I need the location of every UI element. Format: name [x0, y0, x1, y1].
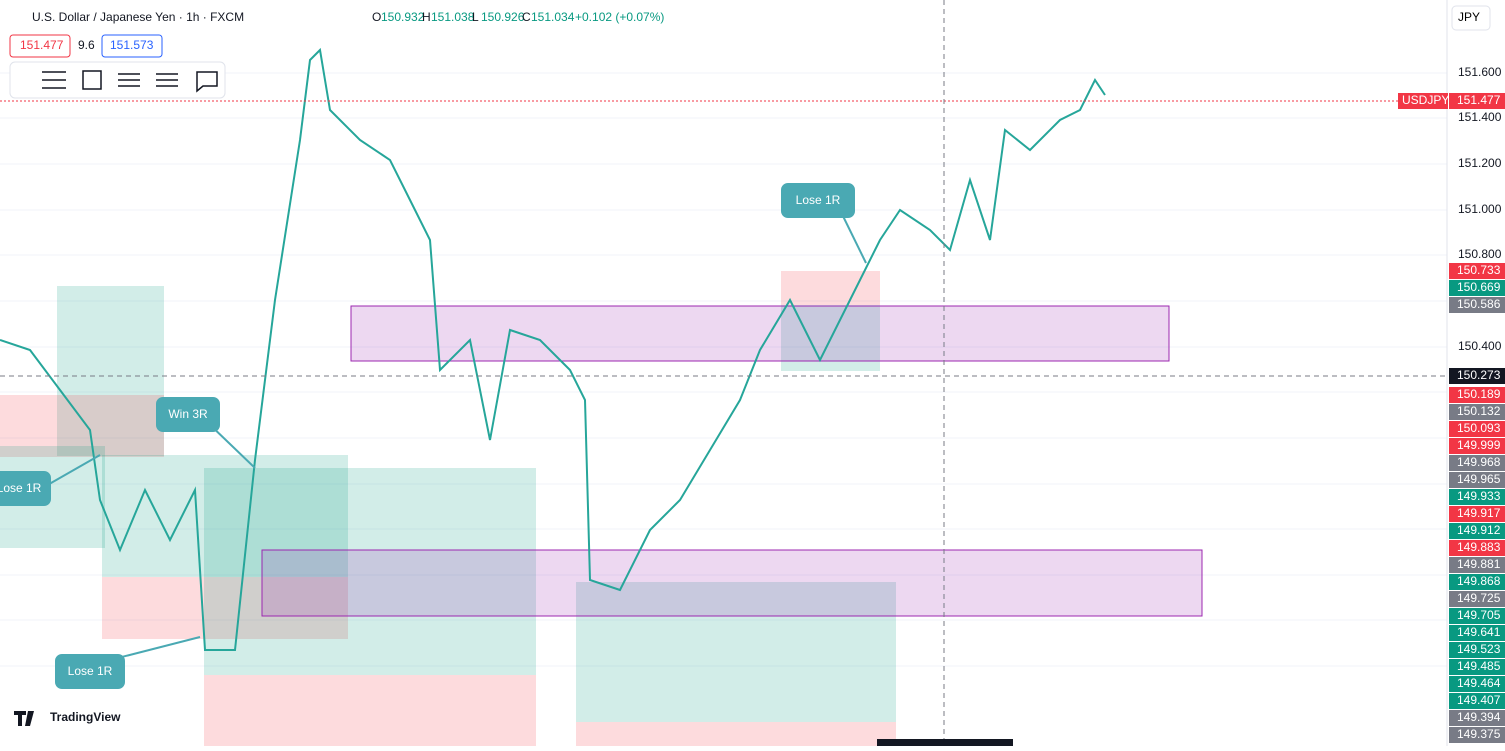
- change: +0.102 (+0.07%): [575, 10, 664, 24]
- callout-text: Win 3R: [168, 407, 208, 421]
- price-tag: 150.669: [1457, 280, 1501, 294]
- price-tag: 150.189: [1457, 387, 1501, 401]
- price-tag: 149.881: [1457, 557, 1501, 571]
- price-tag-bg: [1449, 368, 1505, 384]
- ohlc-value: 150.926: [481, 10, 525, 24]
- price-tag-bg: [1449, 557, 1505, 573]
- price-tag-bg: [1449, 676, 1505, 692]
- price-tag: 149.725: [1457, 591, 1501, 605]
- toolbar-icons: [42, 70, 218, 93]
- logo-mark: [14, 711, 34, 726]
- price-tag: 150.586: [1457, 297, 1501, 311]
- price-tag-bg: [1449, 506, 1505, 522]
- buy-button[interactable]: [101, 34, 163, 58]
- price-tag-bg: [1449, 297, 1505, 313]
- price-tag: 149.933: [1457, 489, 1501, 503]
- price-tick: 150.400: [1458, 339, 1502, 353]
- price-tag-bg: [1449, 625, 1505, 641]
- price-tag-bg: [1449, 387, 1505, 403]
- price-tag-bg: [1449, 540, 1505, 556]
- price-tag-bg: [1449, 659, 1505, 675]
- price-tag-bg: [1449, 574, 1505, 590]
- spread: 9.6: [78, 38, 95, 52]
- price-tag-bg: [1449, 608, 1505, 624]
- callout-text: Lose 1R: [0, 481, 42, 495]
- symbol-tag: USDJPY: [1402, 93, 1449, 107]
- price-tick: 151.200: [1458, 156, 1502, 170]
- scrollbar[interactable]: [877, 739, 1013, 746]
- ohlc-value: 151.034: [531, 10, 575, 24]
- price-tag: 149.523: [1457, 642, 1501, 656]
- price-tag: 149.705: [1457, 608, 1501, 622]
- callout-texts: Win 3R Lose 1R Lose 1R Lose 1R: [0, 193, 841, 678]
- callouts: [0, 183, 867, 689]
- price-tag: 150.733: [1457, 263, 1501, 277]
- price-tag: 151.477: [1457, 93, 1501, 107]
- callout-text: Lose 1R: [796, 193, 841, 207]
- currency-button[interactable]: [1451, 5, 1491, 31]
- price-tag-bg: [1449, 263, 1505, 279]
- drawing-toolbar: [9, 61, 226, 99]
- price-tick: 150.800: [1458, 247, 1502, 261]
- price-axis: 151.600 151.400 151.200 151.000 150.800 150.4…: [1398, 65, 1505, 743]
- price-tag: 149.965: [1457, 472, 1501, 486]
- price-tag: 149.485: [1457, 659, 1501, 673]
- price-tick: 151.400: [1458, 110, 1502, 124]
- logo: TradingView: [50, 710, 121, 724]
- price-tag: 149.641: [1457, 625, 1501, 639]
- price-tag-bg: [1449, 693, 1505, 709]
- callout-text: Lose 1R: [68, 664, 113, 678]
- price-tag: 150.132: [1457, 404, 1501, 418]
- price-tag: 149.883: [1457, 540, 1501, 554]
- price-tag: 150.273: [1457, 368, 1501, 382]
- price-tag-bg: [1449, 472, 1505, 488]
- position-zones: [0, 271, 1203, 746]
- symbol-tag-bg: [1398, 93, 1448, 109]
- price-tag-bg: [1449, 591, 1505, 607]
- ohlc-label: C: [522, 10, 531, 24]
- price-tag: 149.968: [1457, 455, 1501, 469]
- price-tag-bg: [1449, 523, 1505, 539]
- price-tag-bg: [1449, 421, 1505, 437]
- price-tag: 149.375: [1457, 727, 1501, 741]
- price-tick: 151.000: [1458, 202, 1502, 216]
- price-tag-bg: [1449, 710, 1505, 726]
- ohlc-label: H: [422, 10, 431, 24]
- price-tag-bg: [1449, 489, 1505, 505]
- sell-button[interactable]: [9, 34, 71, 58]
- price-tag: 149.917: [1457, 506, 1501, 520]
- grid: [0, 72, 1447, 667]
- currency: JPY: [1458, 10, 1480, 24]
- ohlc-label: O: [372, 10, 381, 24]
- ohlc-value: 150.932: [381, 10, 425, 24]
- price-tag: 149.999: [1457, 438, 1501, 452]
- price-tag-bg: [1449, 727, 1505, 743]
- symbol-title: U.S. Dollar / Japanese Yen · 1h · FXCM: [32, 10, 244, 24]
- price-tag-bg: [1449, 455, 1505, 471]
- price-tag: 149.407: [1457, 693, 1501, 707]
- price-path: [0, 47, 1106, 651]
- price-tag: 149.394: [1457, 710, 1501, 724]
- price-tag: 149.868: [1457, 574, 1501, 588]
- ohlc-value: 151.038: [431, 10, 475, 24]
- price-tag-bg: [1449, 93, 1505, 109]
- price-tag: 149.464: [1457, 676, 1501, 690]
- ohlc-label: L: [472, 10, 479, 24]
- price-tag: 149.912: [1457, 523, 1501, 537]
- buy-price: 151.573: [110, 38, 154, 52]
- price-tag-bg: [1449, 404, 1505, 420]
- price-tick: 151.600: [1458, 65, 1502, 79]
- price-tag-bg: [1449, 438, 1505, 454]
- price-tag-bg: [1449, 642, 1505, 658]
- price-tag: 150.093: [1457, 421, 1501, 435]
- sell-price: 151.477: [20, 38, 64, 52]
- price-tag-bg: [1449, 280, 1505, 296]
